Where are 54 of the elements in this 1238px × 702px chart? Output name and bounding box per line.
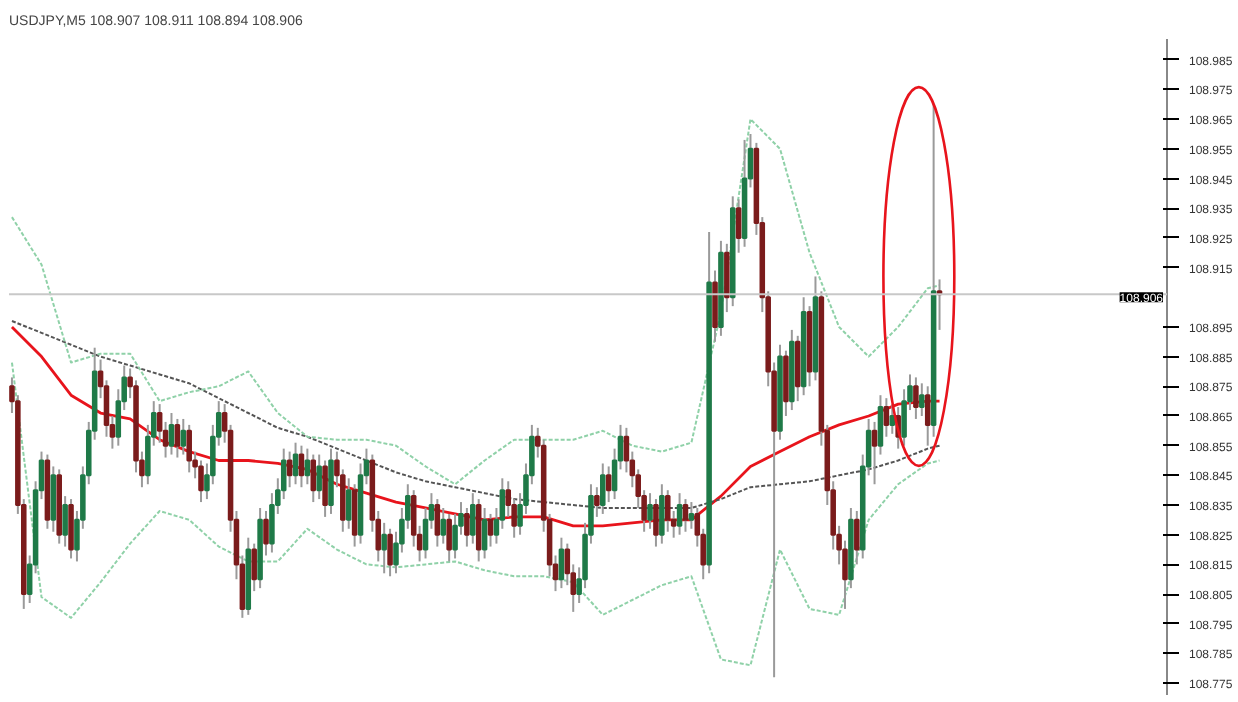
candlestick [724, 242, 730, 314]
candlestick [298, 444, 305, 489]
candlestick [924, 385, 931, 447]
candlestick [263, 509, 269, 557]
candlestick [647, 492, 653, 530]
candlestick [351, 483, 358, 548]
candlestick [440, 507, 447, 545]
candlestick [68, 498, 74, 560]
candlestick [712, 269, 718, 343]
candlestick [345, 477, 352, 530]
candlestick [682, 498, 689, 533]
candlestick [605, 465, 612, 504]
candlestick [310, 453, 317, 504]
candlestick [62, 495, 68, 548]
candlestick [198, 459, 204, 504]
candlestick [180, 417, 187, 456]
candlestick [676, 492, 683, 536]
candlestick [251, 542, 257, 593]
candlestick [487, 512, 494, 548]
candlestick [446, 512, 452, 563]
candlestick [481, 507, 488, 560]
candlestick [286, 450, 293, 489]
line-series [10, 118, 941, 486]
candlestick [464, 507, 470, 548]
candlestick [434, 498, 441, 548]
candlestick [653, 498, 659, 548]
candlestick [174, 417, 181, 459]
candlestick [889, 403, 896, 435]
candlestick [50, 465, 57, 533]
candlestick [783, 349, 789, 417]
candlestick [883, 397, 890, 438]
candlestick [919, 382, 925, 417]
candlestick [594, 486, 600, 518]
candlestick [558, 536, 565, 590]
candlestick [328, 447, 334, 515]
candlestick [600, 462, 606, 515]
candlestick [794, 334, 801, 403]
candlestick [292, 441, 299, 486]
candlestick [168, 412, 175, 456]
candlestick [735, 198, 742, 254]
candlestick [387, 527, 393, 578]
candlestick [322, 459, 328, 518]
line-series [10, 361, 941, 667]
candlestick [381, 521, 387, 575]
candlestick [659, 483, 665, 545]
candlestick [470, 492, 476, 545]
candlestick [688, 501, 695, 530]
candlestick [475, 498, 482, 563]
candlestick [913, 376, 919, 420]
candlestick [304, 447, 311, 486]
candlestick [316, 453, 322, 501]
candlestick [664, 489, 671, 533]
candlestick [186, 423, 192, 474]
candlestick [854, 509, 860, 566]
